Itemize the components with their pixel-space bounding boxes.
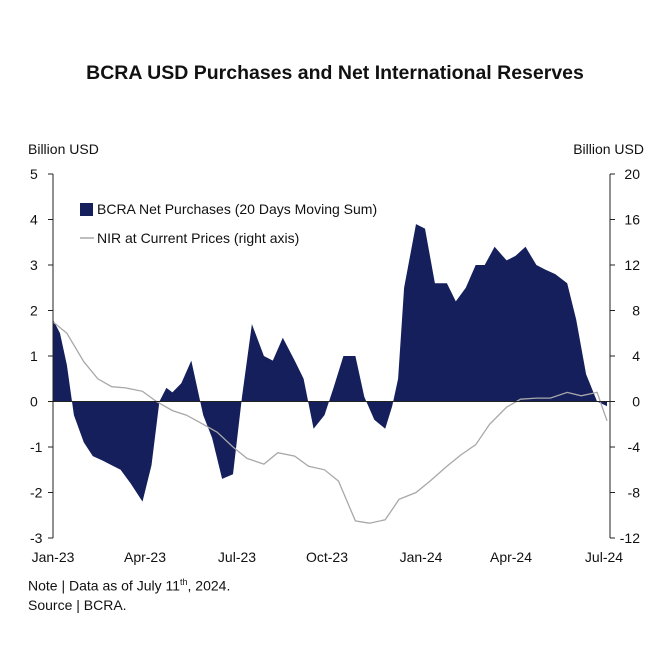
chart-title: BCRA USD Purchases and Net International… <box>86 62 584 84</box>
left-tick-label: -3 <box>30 530 43 546</box>
right-tick-label: 8 <box>632 303 640 319</box>
x-tick-label: Jan-24 <box>400 549 443 565</box>
legend-line-label: NIR at Current Prices (right axis) <box>97 230 299 246</box>
left-tick-label: 2 <box>30 303 38 319</box>
x-tick-label: Jan-23 <box>32 549 75 565</box>
right-tick-label: -12 <box>620 530 640 546</box>
left-tick-label: -1 <box>30 439 43 455</box>
legend-area-swatch <box>80 203 93 216</box>
right-tick-label: 20 <box>624 166 640 182</box>
right-tick-label: 16 <box>624 212 640 228</box>
left-axis-unit: Billion USD <box>28 141 99 157</box>
left-tick-label: 1 <box>30 348 38 364</box>
nir-line <box>52 321 608 524</box>
legend-area-label: BCRA Net Purchases (20 Days Moving Sum) <box>97 201 377 217</box>
left-tick-label: 3 <box>30 257 38 273</box>
right-tick-label: -4 <box>628 439 641 455</box>
right-tick-label: 4 <box>632 348 640 364</box>
left-tick-label: 0 <box>30 394 38 410</box>
x-tick-label: Jul-24 <box>585 549 623 565</box>
x-tick-label: Oct-23 <box>306 549 348 565</box>
right-axis-unit: Billion USD <box>573 141 644 157</box>
x-tick-label: Apr-24 <box>490 549 532 565</box>
x-tick-label: Apr-23 <box>124 549 166 565</box>
right-tick-label: -8 <box>628 485 641 501</box>
right-tick-label: 0 <box>632 394 640 410</box>
source-text: Source | BCRA. <box>28 597 127 613</box>
x-tick-label: Jul-23 <box>218 549 256 565</box>
right-tick-label: 12 <box>624 257 640 273</box>
left-tick-label: 5 <box>30 166 38 182</box>
note-text: Note | Data as of July 11th, 2024. <box>28 577 231 594</box>
left-tick-label: -2 <box>30 485 43 501</box>
net-purchases-area <box>53 224 607 502</box>
left-tick-label: 4 <box>30 212 38 228</box>
